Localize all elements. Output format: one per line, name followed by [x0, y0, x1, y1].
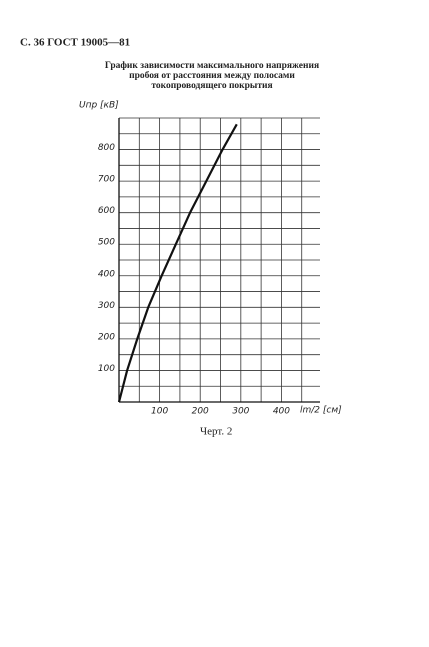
chart-title: пробоя от расстояния между полосами	[129, 70, 295, 81]
x-axis-label: lm/2 [см]	[300, 406, 342, 416]
y-tick-label: 600	[98, 206, 115, 216]
y-tick-label: 300	[98, 301, 115, 311]
x-tick-label: 200	[192, 407, 209, 417]
x-tick-label: 100	[151, 407, 168, 417]
chart-title: токопроводящего покрытия	[151, 81, 272, 91]
x-tick-label: 300	[232, 407, 249, 417]
y-tick-label: 500	[98, 238, 115, 248]
y-tick-label: 800	[98, 143, 115, 153]
curve	[117, 123, 238, 403]
y-tick-label: 200	[98, 332, 115, 342]
y-axis-label: Uпр [кВ]	[79, 101, 119, 111]
page-header: С. 36 ГОСТ 19005—81	[20, 37, 130, 49]
y-tick-label: 700	[98, 175, 115, 185]
y-tick-label: 400	[98, 269, 115, 279]
figure-caption: Черт. 2	[200, 426, 232, 438]
x-tick-label: 400	[273, 407, 290, 417]
chart-title: График зависимости максимального напряже…	[105, 60, 319, 71]
y-tick-label: 100	[98, 364, 115, 374]
